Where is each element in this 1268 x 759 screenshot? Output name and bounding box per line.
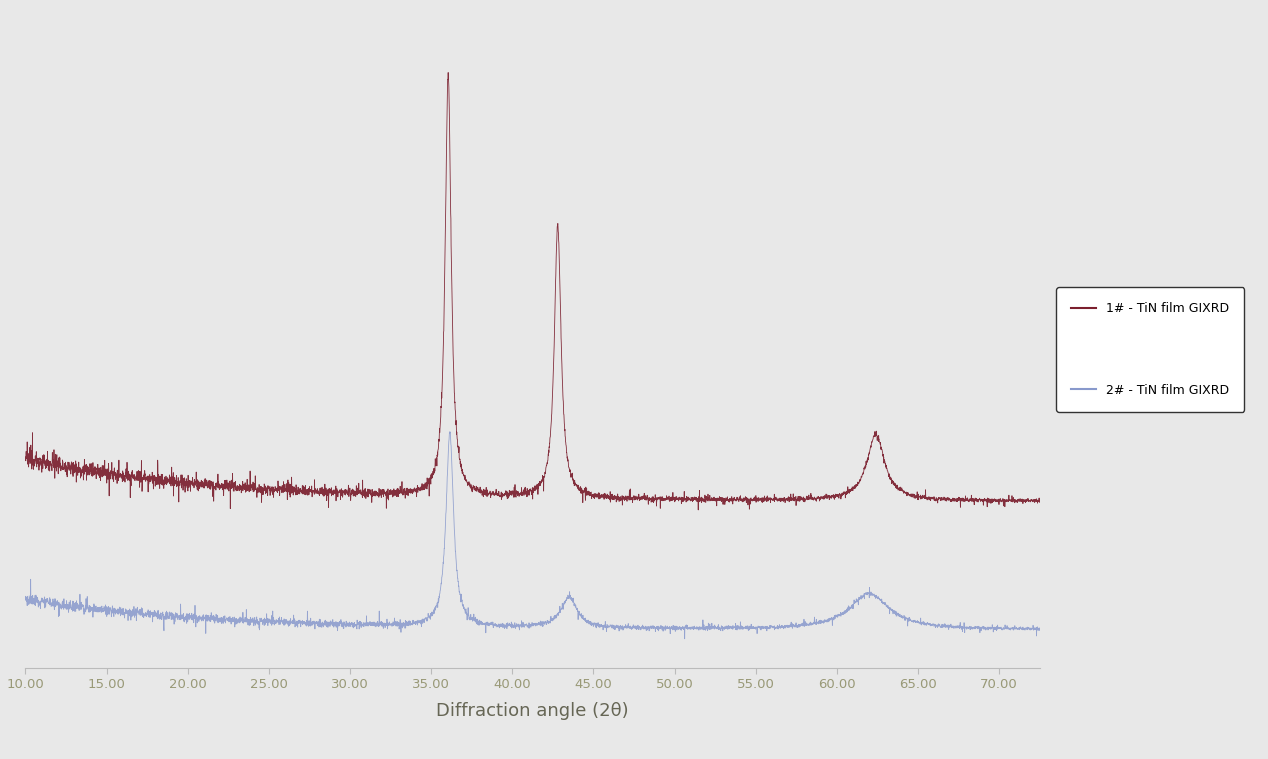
1# - TiN film GIXRD [852,475,867,484]
Line: 1# - TiN film GIXRD: 1# - TiN film GIXRD [25,73,1040,510]
1# - TiN film GIXRD [202,483,217,493]
2# - TiN film GIXRD [202,616,217,625]
2# - TiN film GIXRD [18,595,33,604]
2# - TiN film GIXRD [441,427,456,436]
Legend: 1# - TiN film GIXRD, 2# - TiN film GIXRD: 1# - TiN film GIXRD, 2# - TiN film GIXRD [1056,287,1244,412]
1# - TiN film GIXRD [406,487,421,496]
2# - TiN film GIXRD [852,594,867,603]
1# - TiN film GIXRD [18,455,33,464]
1# - TiN film GIXRD [677,495,692,504]
2# - TiN film GIXRD [406,616,421,625]
Line: 2# - TiN film GIXRD: 2# - TiN film GIXRD [25,432,1040,639]
2# - TiN film GIXRD [678,622,694,631]
2# - TiN film GIXRD [775,621,790,630]
1# - TiN film GIXRD [626,491,642,500]
1# - TiN film GIXRD [1032,498,1047,507]
X-axis label: Diffraction angle (2θ): Diffraction angle (2θ) [436,702,629,720]
1# - TiN film GIXRD [691,505,706,515]
2# - TiN film GIXRD [1032,623,1047,632]
2# - TiN film GIXRD [677,635,692,644]
1# - TiN film GIXRD [441,68,456,77]
1# - TiN film GIXRD [775,494,790,503]
2# - TiN film GIXRD [626,622,642,631]
